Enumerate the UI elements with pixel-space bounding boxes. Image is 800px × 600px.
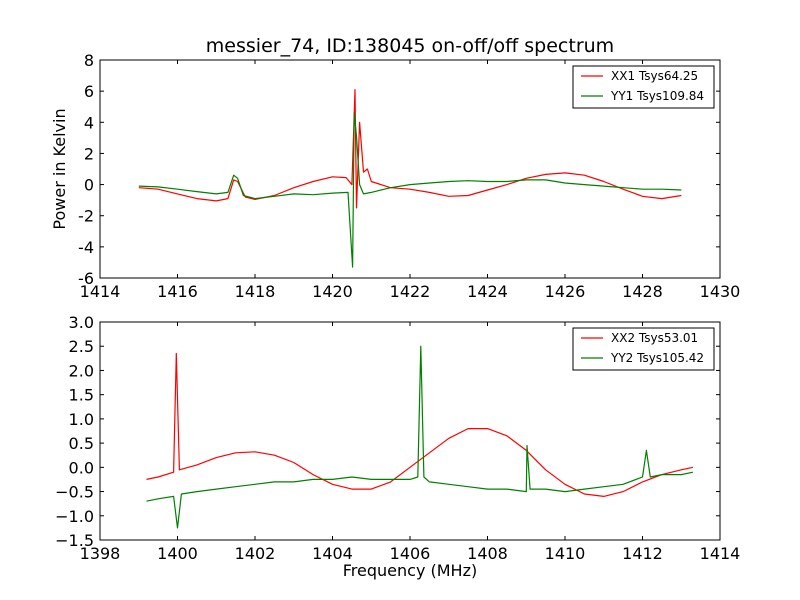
- bottom-x-tick-label: 1414: [700, 544, 741, 563]
- top-x-tick-label: 1418: [235, 282, 276, 301]
- bottom-x-tick-label: 1398: [80, 544, 121, 563]
- bottom-y-tick-label: −1.5: [55, 531, 94, 550]
- bottom-legend-label-xx2: XX2 Tsys53.01: [611, 331, 698, 345]
- bottom-y-tick-label: −1.0: [55, 507, 94, 526]
- bottom-y-tick-label: 0.0: [69, 458, 94, 477]
- bottom-plot: 1398 1400 1402 1404 1406 1408 1410 1412 1414 −1.5…: [55, 313, 740, 580]
- bottom-y-tick-label: 1.0: [69, 410, 94, 429]
- top-y-tick-label: 2: [84, 144, 94, 163]
- bottom-y-tick-label: 2.0: [69, 361, 94, 380]
- bottom-y-tick-label: 3.0: [69, 313, 94, 332]
- bottom-y-tick-label: 2.5: [69, 337, 94, 356]
- bottom-x-tick-label: 1400: [157, 544, 198, 563]
- top-y-tick-label: 0: [84, 176, 94, 195]
- chart-title: messier_74, ID:138045 on-off/off spectru…: [206, 35, 614, 57]
- top-legend-label-yy1: YY1 Tsys109.84: [610, 89, 704, 103]
- top-legend-label-xx1: XX1 Tsys64.25: [611, 69, 698, 83]
- top-y-tick-label: -2: [78, 207, 94, 226]
- top-x-tick-label: 1414: [80, 282, 121, 301]
- bottom-legend: XX2 Tsys53.01 YY2 Tsys105.42: [572, 327, 715, 371]
- top-plot-frame: [99, 59, 721, 279]
- top-series: [138, 89, 682, 268]
- top-x-tick-label: 1422: [390, 282, 431, 301]
- top-y-tick-label: -4: [78, 238, 94, 257]
- top-x-tick-label: 1428: [622, 282, 663, 301]
- top-y-tick-label: 6: [84, 82, 94, 101]
- bottom-legend-label-yy2: YY2 Tsys105.42: [610, 351, 704, 365]
- top-series-line-xx: [138, 89, 682, 209]
- top-plot: 1414 1416 1418 1420 1422 1424 1426 1428 1430 -6 -4…: [50, 51, 740, 301]
- top-ticks: 1414 1416 1418 1420 1422 1424 1426 1428 1430 -6 -4…: [78, 51, 740, 301]
- bottom-x-tick-label: 1412: [622, 544, 663, 563]
- top-x-tick-label: 1420: [312, 282, 353, 301]
- bottom-ticks: 1398 1400 1402 1404 1406 1408 1410 1412 1414 −1.5…: [55, 313, 740, 563]
- bottom-x-axis-title: Frequency (MHz): [343, 561, 477, 580]
- bottom-x-tick-label: 1404: [312, 544, 353, 563]
- top-legend-box: [572, 65, 715, 109]
- bottom-y-tick-label: 0.5: [69, 434, 94, 453]
- top-y-tick-label: 4: [84, 113, 94, 132]
- bottom-x-tick-label: 1408: [467, 544, 508, 563]
- top-y-tick-label: 8: [84, 51, 94, 70]
- top-legend: XX1 Tsys64.25 YY1 Tsys109.84: [572, 65, 715, 109]
- top-y-tick-label: -6: [78, 269, 94, 288]
- bottom-plot-frame: [99, 321, 721, 541]
- bottom-series-line-xx: [146, 352, 694, 497]
- top-x-tick-label: 1426: [545, 282, 586, 301]
- top-series-line-yy: [138, 112, 682, 268]
- bottom-y-tick-label: 1.5: [69, 386, 94, 405]
- bottom-series-line-yy: [146, 345, 694, 529]
- bottom-y-tick-label: −0.5: [55, 483, 94, 502]
- bottom-x-tick-label: 1410: [545, 544, 586, 563]
- top-x-tick-label: 1424: [467, 282, 508, 301]
- top-y-axis-title: Power in Kelvin: [50, 108, 69, 229]
- bottom-x-tick-label: 1406: [390, 544, 431, 563]
- top-x-tick-label: 1430: [700, 282, 741, 301]
- bottom-series: [146, 345, 694, 529]
- bottom-x-tick-label: 1402: [235, 544, 276, 563]
- bottom-legend-box: [572, 327, 715, 371]
- top-x-tick-label: 1416: [157, 282, 198, 301]
